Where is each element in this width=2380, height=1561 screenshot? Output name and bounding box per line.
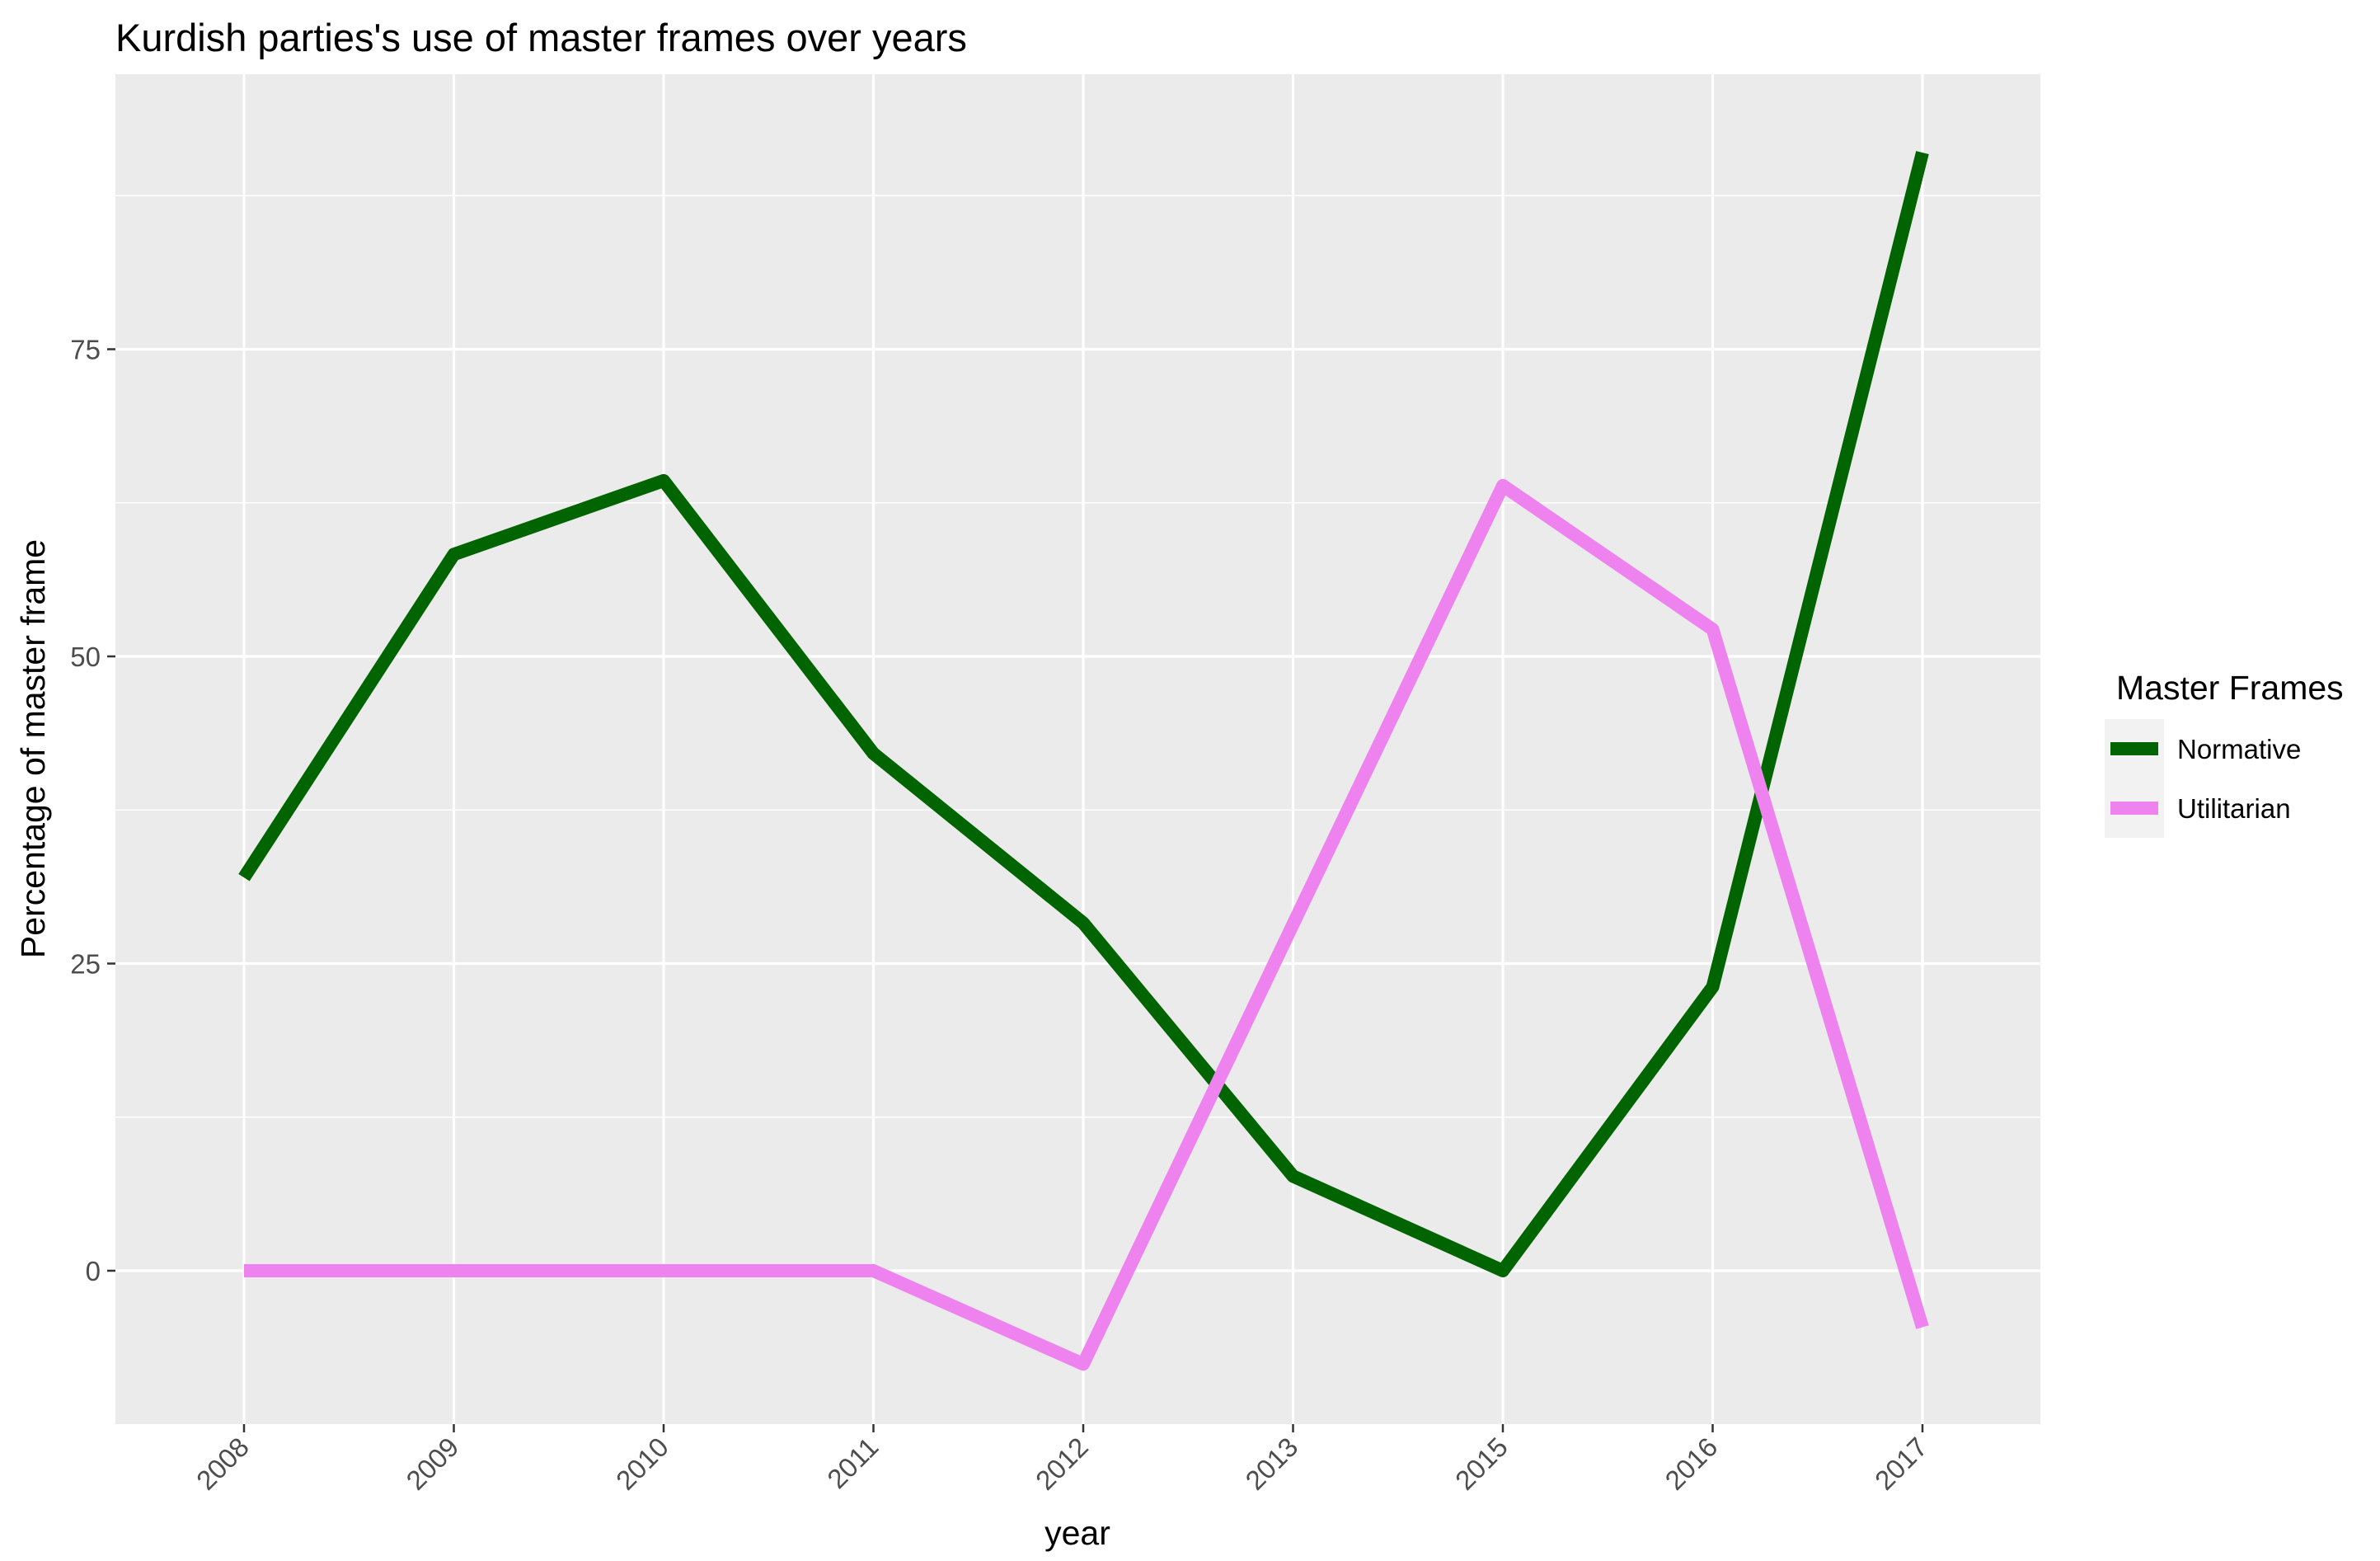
legend-label-normative: Normative	[2177, 734, 2301, 764]
x-tick-label: 2017	[1869, 1432, 1933, 1496]
x-tick-label: 2010	[610, 1432, 674, 1496]
x-axis: 2008 2009 2010 2011 2012 2013 2015 2016 2017	[190, 1424, 1933, 1496]
y-axis: 0 25 50 75	[70, 335, 115, 1286]
y-axis-title: Percentage of master frame	[14, 539, 52, 958]
legend: Master Frames Normative Utilitarian	[2105, 669, 2344, 838]
legend-title: Master Frames	[2116, 669, 2344, 707]
x-tick-label: 2008	[190, 1432, 255, 1496]
x-tick-label: 2016	[1659, 1432, 1723, 1496]
series-lines	[238, 151, 1929, 1371]
minor-gridlines	[115, 195, 2040, 1118]
x-tick-label: 2015	[1449, 1432, 1514, 1496]
x-tick-label: 2013	[1239, 1432, 1303, 1496]
y-tick-label: 25	[70, 949, 101, 980]
x-tick-label: 2012	[1030, 1432, 1094, 1496]
x-tick-label: 2009	[400, 1432, 464, 1496]
y-tick-label: 75	[70, 335, 101, 365]
legend-items: Normative Utilitarian	[2105, 719, 2301, 838]
legend-label-utilitarian: Utilitarian	[2177, 793, 2291, 824]
x-tick-label: 2011	[821, 1432, 884, 1494]
x-axis-title: year	[1044, 1514, 1110, 1552]
y-tick-label: 50	[70, 642, 101, 672]
series-line-normative	[238, 151, 1929, 1277]
plot-panel	[115, 74, 2040, 1424]
series-line-utilitarian	[244, 478, 1929, 1371]
major-gridlines	[115, 74, 2040, 1424]
chart-title: Kurdish parties's use of master frames o…	[115, 16, 967, 59]
y-tick-label: 0	[86, 1256, 101, 1286]
